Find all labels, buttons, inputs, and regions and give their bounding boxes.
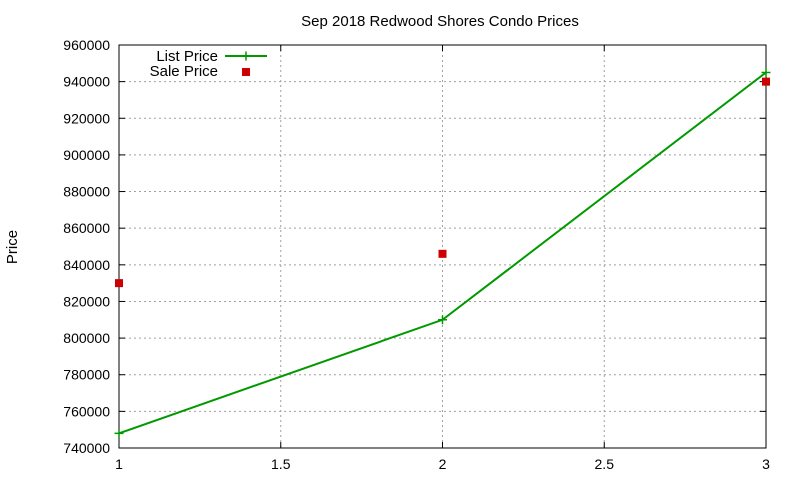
- axis-ticks: 1 1.5 2 2.5 3 740000 760000 780000 800000 820000 8…: [63, 37, 770, 472]
- y-tick-label: 740000: [63, 440, 110, 456]
- y-tick-label: 840000: [63, 257, 110, 273]
- chart-title: Sep 2018 Redwood Shores Condo Prices: [301, 13, 579, 30]
- y-tick-label: 760000: [63, 403, 110, 419]
- y-tick-label: 860000: [63, 220, 110, 236]
- list-price-point: [761, 67, 771, 77]
- y-tick-label: 920000: [63, 110, 110, 126]
- y-tick-label: 820000: [63, 293, 110, 309]
- x-tick-label: 2.5: [595, 456, 615, 472]
- sale-price-point: [762, 77, 770, 86]
- y-tick-label: 800000: [63, 330, 110, 346]
- grid: [119, 45, 766, 448]
- legend-marker-sample: [242, 68, 250, 76]
- list-price-point: [438, 315, 447, 325]
- x-tick-label: 1.5: [271, 456, 291, 472]
- x-tick-label: 2: [439, 456, 447, 472]
- y-axis-label: Price: [4, 230, 21, 264]
- legend-marker-sample: [241, 51, 251, 61]
- y-tick-label: 960000: [63, 37, 110, 53]
- legend-label: Sale Price: [150, 63, 218, 80]
- y-tick-label: 940000: [63, 74, 110, 90]
- legend-label: List Price: [156, 48, 218, 65]
- legend-item-list-price: List Price: [156, 48, 267, 65]
- sale-price-point: [438, 249, 447, 258]
- sale-price-point: [115, 279, 123, 288]
- x-tick-label: 3: [762, 456, 770, 472]
- y-tick-label: 780000: [63, 367, 110, 383]
- legend-item-sale-price: Sale Price: [150, 63, 250, 80]
- x-tick-label: 1: [115, 456, 123, 472]
- y-tick-label: 900000: [63, 147, 110, 163]
- series: [114, 67, 771, 438]
- list-price-point: [114, 428, 124, 438]
- y-tick-label: 880000: [63, 184, 110, 200]
